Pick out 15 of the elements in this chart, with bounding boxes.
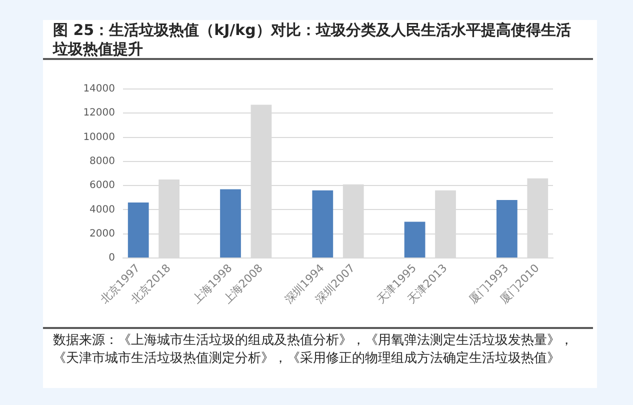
bar — [496, 200, 518, 258]
y-tick-label: 2000 — [90, 228, 115, 240]
y-tick-label: 8000 — [90, 156, 115, 168]
y-tick-label: 14000 — [83, 84, 115, 95]
bar — [404, 222, 426, 258]
bar — [128, 202, 149, 258]
source-note: 数据来源：《上海城市生活垃圾的组成及热值分析》，《用氧弹法测定生活垃圾发热量》，《天津市城市生活垃圾热值测定分析》，《采用修正的物理组成方法确定生活垃圾热值》 — [53, 332, 574, 368]
bar — [220, 189, 241, 258]
y-tick-label: 10000 — [83, 132, 115, 143]
chart-title: 图 25：生活垃圾热值（kJ/kg）对比：垃圾分类及人民生活水平提高使得生活垃圾热值提升 — [53, 21, 572, 59]
bar — [312, 190, 334, 258]
y-tick-label: 4000 — [90, 204, 115, 216]
y-tick-label: 12000 — [83, 108, 115, 119]
y-tick-label: 0 — [108, 252, 115, 264]
y-tick-label: 6000 — [90, 180, 115, 192]
